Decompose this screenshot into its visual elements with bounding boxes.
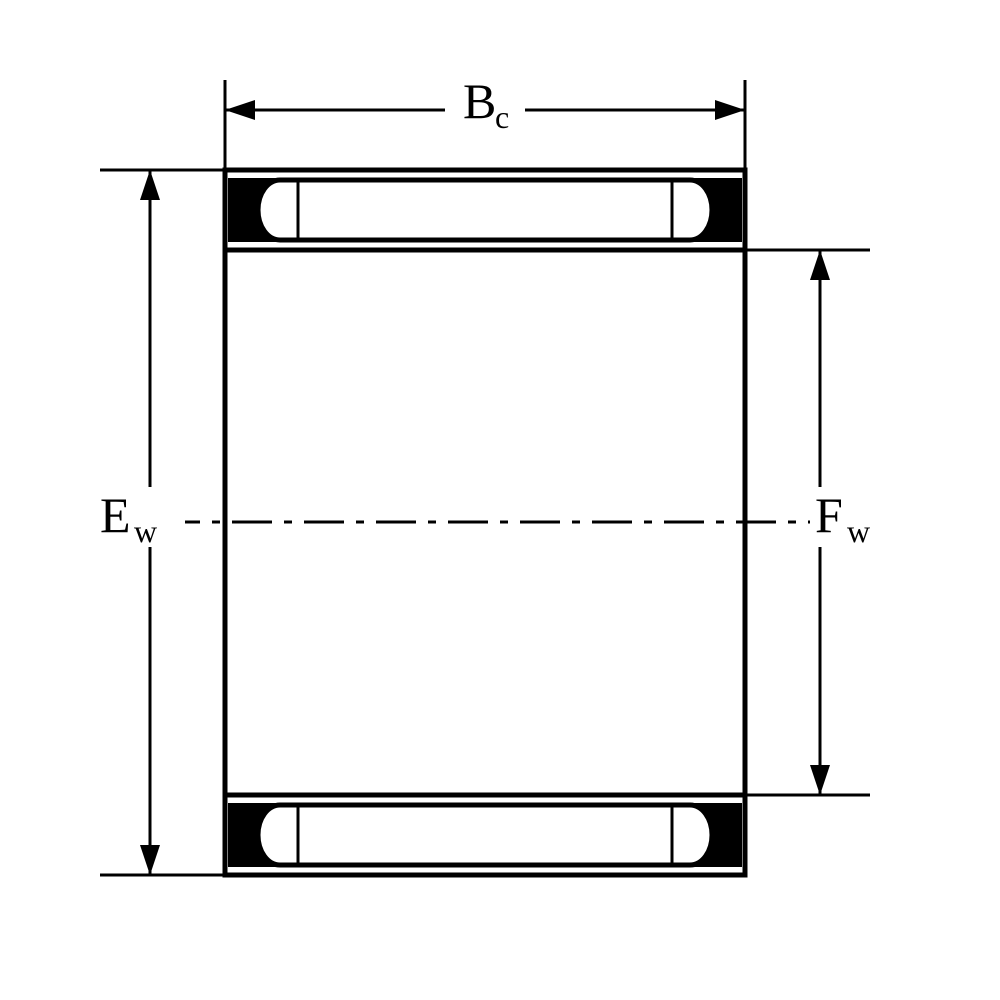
svg-text:F: F xyxy=(815,487,843,543)
svg-text:w: w xyxy=(847,513,870,549)
svg-text:E: E xyxy=(100,487,131,543)
svg-text:B: B xyxy=(463,73,496,129)
svg-text:w: w xyxy=(134,513,157,549)
svg-text:c: c xyxy=(495,99,509,135)
